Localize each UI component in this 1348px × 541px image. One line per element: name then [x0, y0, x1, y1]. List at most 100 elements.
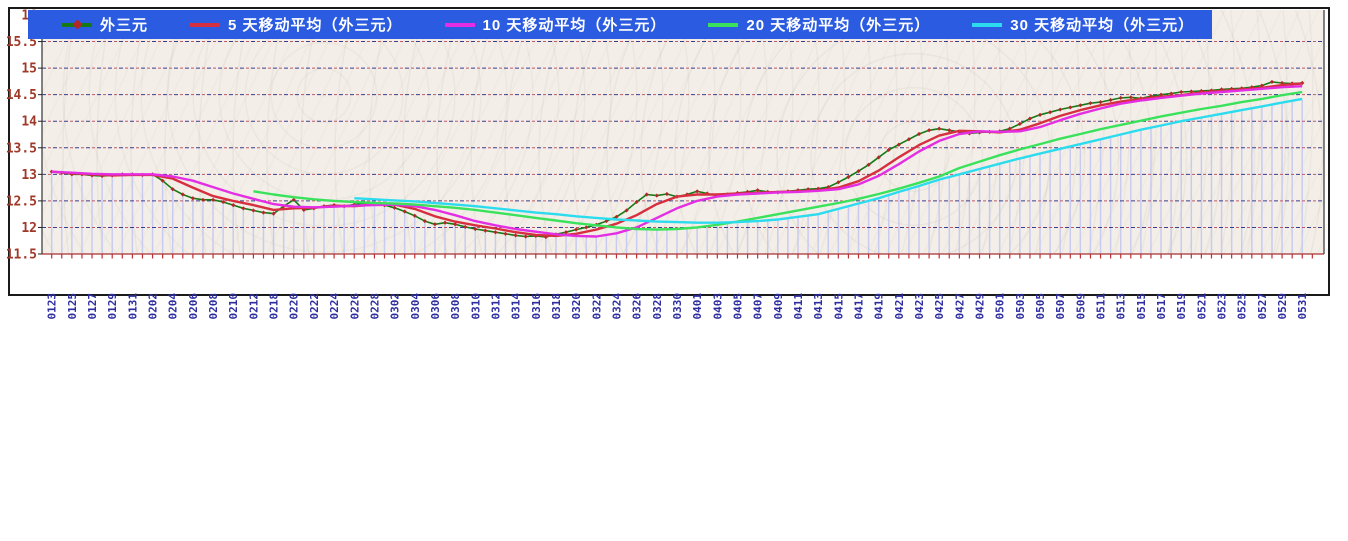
x-tick-label: 0403: [711, 293, 724, 320]
x-tick-label: 0501: [994, 293, 1007, 320]
x-tick-label: 0314: [510, 293, 523, 320]
x-tick-label: 0302: [389, 293, 402, 320]
x-tick-label: 0509: [1074, 293, 1087, 320]
legend-line-ma30-icon: [972, 22, 1003, 27]
legend-line-ma20-icon: [708, 22, 739, 27]
x-tick-label: 0429: [974, 293, 987, 320]
x-tick-label: 0308: [449, 293, 462, 320]
x-tick-label: 0330: [671, 293, 684, 320]
x-tick-label: 0521: [1195, 293, 1208, 320]
x-tick-label: 0519: [1175, 293, 1188, 320]
x-tick-label: 0527: [1256, 293, 1269, 320]
legend-label: 10 天移动平均（外三元）: [482, 17, 667, 34]
x-tick-label: 0409: [772, 293, 785, 320]
x-tick-label: 0129: [106, 293, 119, 320]
x-tick-label: 0529: [1276, 293, 1289, 320]
x-tick-label: 0328: [651, 293, 664, 320]
x-tick-label: 0523: [1216, 293, 1229, 320]
price-chart-figure: 1615.51514.51413.51312.51211.50123012501…: [6, 7, 1330, 320]
x-tick-label: 0127: [86, 293, 99, 320]
series-1: [51, 82, 1303, 238]
x-tick-label: 0525: [1236, 293, 1249, 320]
y-tick-label: 11.5: [6, 248, 37, 263]
legend-label: 5 天移动平均（外三元）: [228, 17, 403, 34]
x-tick-label: 0222: [308, 293, 321, 320]
gridlines: [42, 41, 1324, 228]
x-tick-label: 0511: [1095, 293, 1108, 320]
x-tick-label: 0131: [126, 293, 139, 320]
x-tick-label: 0304: [409, 293, 422, 320]
y-tick-label: 13.5: [6, 141, 37, 156]
x-tick-label: 0212: [247, 293, 260, 320]
y-tick-label: 15: [21, 62, 37, 77]
x-tick-label: 0515: [1135, 293, 1148, 320]
x-tick-label: 0419: [873, 293, 886, 320]
legend-item-ma30: 30 天移动平均（外三元）: [972, 14, 1194, 35]
legend-item-ma10: 10 天移动平均（外三元）: [444, 14, 667, 35]
x-tick-label: 0427: [953, 293, 966, 320]
x-tick-label: 0220: [288, 293, 301, 320]
legend-label: 外三元: [100, 17, 149, 34]
x-tick-label: 0226: [348, 293, 361, 320]
legend-marker-icon: [72, 19, 83, 29]
x-axis-ticks: [51, 254, 1313, 259]
x-tick-label: 0202: [147, 293, 160, 320]
x-tick-label: 0423: [913, 293, 926, 320]
y-tick-label: 13: [21, 168, 37, 183]
x-tick-label: 0228: [368, 293, 381, 320]
x-tick-label: 0123: [46, 293, 59, 320]
x-tick-label: 0411: [792, 293, 805, 320]
legend-line-ma10-icon: [444, 22, 475, 27]
x-tick-label: 0505: [1034, 293, 1047, 320]
x-tick-label: 0204: [167, 293, 180, 320]
x-tick-label: 0503: [1014, 293, 1027, 320]
x-tick-label: 0318: [550, 293, 563, 320]
x-tick-label: 0310: [469, 293, 482, 320]
legend-label: 20 天移动平均（外三元）: [746, 17, 931, 34]
droplines: [50, 99, 1303, 254]
x-tick-label: 0407: [752, 293, 765, 320]
series-3: [253, 90, 1303, 231]
y-tick-label: 12: [21, 221, 37, 236]
legend-item-daily: 外三元: [62, 14, 148, 35]
y-tick-label: 14.5: [6, 88, 37, 103]
x-tick-label: 0513: [1115, 293, 1128, 320]
x-tick-label: 0417: [853, 293, 866, 320]
x-tick-label: 0531: [1296, 293, 1309, 320]
x-tick-label: 0415: [832, 293, 845, 320]
legend-item-ma20: 20 天移动平均（外三元）: [708, 14, 930, 35]
x-tick-label: 0421: [893, 293, 906, 320]
x-tick-label: 0517: [1155, 293, 1168, 320]
legend-item-ma5: 5 天移动平均（外三元）: [190, 14, 403, 35]
chart-legend: 外三元 5 天移动平均（外三元） 10 天移动平均（外三元） 20 天移动平均（…: [28, 10, 1212, 39]
price-chart-plot: 1615.51514.51413.51312.51211.50123012501…: [6, 9, 1325, 320]
x-tick-label: 0320: [570, 293, 583, 320]
x-tick-label: 0208: [207, 293, 220, 320]
x-tick-label: 0326: [631, 293, 644, 320]
x-axis-labels: 0123 0125 0127 0129 0131 0202 0204 0206 0208 0210…: [46, 293, 1310, 320]
series-4: [354, 97, 1303, 224]
legend-line-daily-icon: [62, 19, 92, 29]
x-tick-label: 0405: [731, 293, 744, 320]
legend-line-ma5-icon: [190, 22, 221, 27]
x-tick-label: 0224: [328, 293, 341, 320]
x-tick-label: 0125: [66, 293, 79, 320]
x-tick-label: 0206: [187, 293, 200, 320]
x-tick-label: 0401: [691, 293, 704, 320]
x-tick-label: 0507: [1054, 293, 1067, 320]
x-tick-label: 0322: [590, 293, 603, 320]
x-tick-label: 0425: [933, 293, 946, 320]
x-tick-label: 0210: [227, 293, 240, 320]
x-tick-label: 0306: [429, 293, 442, 320]
x-tick-label: 0413: [812, 293, 825, 320]
x-tick-label: 0324: [610, 293, 623, 320]
y-tick-label: 12.5: [6, 194, 37, 209]
plot-background: [42, 10, 1324, 254]
x-tick-label: 0312: [489, 293, 502, 320]
series-2: [51, 85, 1303, 238]
x-tick-label: 0218: [268, 293, 281, 320]
legend-label: 30 天移动平均（外三元）: [1010, 17, 1195, 34]
x-tick-label: 0316: [530, 293, 543, 320]
y-tick-label: 14: [21, 115, 37, 130]
